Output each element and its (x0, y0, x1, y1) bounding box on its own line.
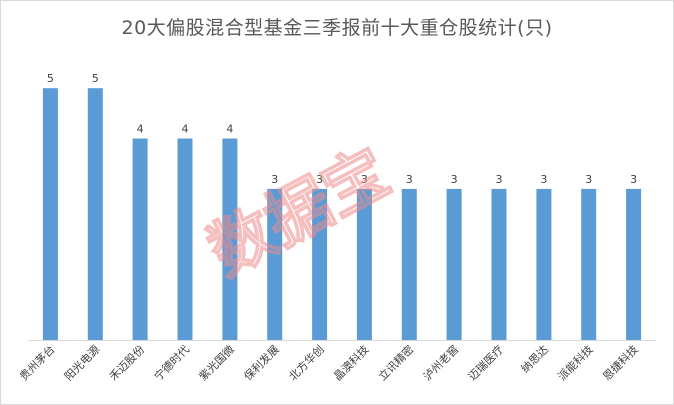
data-label-4: 4 (182, 123, 189, 136)
bars-group (42, 88, 642, 340)
data-label-9: 3 (406, 173, 413, 186)
category-label-14: 恩捷科技 (600, 342, 641, 383)
data-label-14: 3 (630, 173, 637, 186)
bar-11 (491, 188, 507, 340)
bar-5 (222, 138, 238, 340)
category-label-5: 紫光国微 (196, 342, 237, 383)
bar-7 (312, 188, 328, 340)
bar-14 (626, 188, 642, 340)
bar-2 (87, 88, 103, 340)
data-label-11: 3 (496, 173, 503, 186)
data-label-8: 3 (361, 173, 368, 186)
bar-1 (42, 88, 58, 340)
category-label-1: 贵州茅台 (17, 342, 58, 383)
value-labels-group: 5 5 4 4 4 3 3 3 3 3 3 3 3 3 (47, 72, 637, 186)
bar-8 (356, 188, 372, 340)
bar-9 (401, 188, 417, 340)
data-label-7: 3 (316, 173, 323, 186)
category-label-6: 保利发展 (241, 342, 282, 383)
category-label-3: 禾迈股份 (107, 343, 147, 383)
data-label-12: 3 (540, 173, 547, 186)
category-label-4: 宁德时代 (151, 342, 192, 383)
category-label-11: 迈瑞医疗 (465, 342, 506, 383)
bar-4 (177, 138, 193, 340)
data-label-10: 3 (451, 173, 458, 186)
category-label-2: 阳光电源 (61, 342, 102, 383)
category-label-10: 泸州老窖 (420, 342, 461, 383)
data-label-13: 3 (585, 173, 592, 186)
data-label-2: 5 (92, 72, 99, 85)
data-label-6: 3 (271, 173, 278, 186)
bar-10 (446, 188, 462, 340)
category-label-13: 派能科技 (555, 342, 596, 383)
bar-13 (581, 188, 597, 340)
bar-6 (267, 188, 283, 340)
category-label-7: 北方华创 (286, 342, 327, 383)
category-label-9: 立讯精密 (375, 342, 416, 383)
data-label-5: 4 (226, 123, 233, 136)
category-label-8: 晶澳科技 (331, 342, 372, 383)
category-labels-group: 贵州茅台 阳光电源 禾迈股份 宁德时代 紫光国微 保利发展 北方华创 晶澳科技 立讯精密 泸州老窖… (17, 342, 641, 383)
category-label-12: 纳思达 (518, 343, 551, 376)
data-label-1: 5 (47, 72, 54, 85)
bar-12 (536, 188, 552, 340)
chart-title: 20大偏股混合型基金三季报前十大重仓股统计(只) (121, 17, 553, 39)
bar-3 (132, 138, 148, 340)
data-label-3: 4 (137, 123, 144, 136)
